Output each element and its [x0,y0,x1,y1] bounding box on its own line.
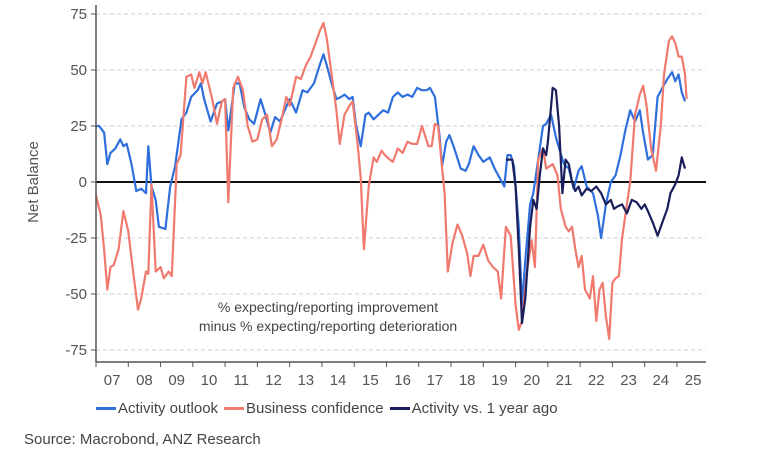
legend-label: Activity outlook [118,400,219,417]
y-tick-label: -25 [65,230,87,247]
x-tick-label: 25 [685,372,702,389]
source-note: Source: Macrobond, ANZ Research [24,431,261,448]
legend-item-activity-outlook: Activity outlook [96,400,218,417]
legend-label: Business confidence [246,400,384,417]
legend-swatch [96,407,116,410]
axes [95,5,706,363]
x-tick-label: 09 [168,372,185,389]
y-tick-label: 0 [79,174,87,191]
y-tick-label: -50 [65,286,87,303]
x-tick-label: 21 [556,372,573,389]
series-line-activity-vs-1-year-ago [505,86,687,325]
x-tick-label: 16 [394,372,411,389]
legend-item-activity-vs-year-ago: Activity vs. 1 year ago [389,400,558,417]
annotation-line-1: % expecting/reporting improvement [218,299,438,315]
legend: Activity outlook Business confidence Act… [96,400,564,417]
x-tick-label: 17 [427,372,444,389]
x-tick-label: 15 [362,372,379,389]
x-tick-label: 14 [330,372,347,389]
x-tick-label: 07 [104,372,121,389]
series-layer [94,21,688,340]
x-tick-label: 23 [620,372,637,389]
x-tick-label: 10 [201,372,218,389]
y-tick-label: -75 [65,342,87,359]
x-tick-label: 12 [265,372,282,389]
series-line-business-confidence [94,21,688,340]
legend-swatch [389,407,410,410]
y-axis-ticks: 75 50 25 0 -25 -50 -75 [65,6,96,359]
legend-label: Activity vs. 1 year ago [411,400,558,417]
y-tick-label: 25 [70,118,87,135]
annotation-line-2: minus % expecting/reporting deterioratio… [199,318,457,334]
x-tick-label: 20 [523,372,540,389]
legend-item-business-confidence: Business confidence [224,400,384,417]
gridlines [96,13,706,351]
x-tick-label: 24 [652,372,669,389]
y-axis-title: Net Balance [25,141,42,223]
x-tick-label: 19 [491,372,508,389]
legend-swatch [224,407,245,410]
x-tick-label: 22 [588,372,605,389]
y-tick-label: 75 [70,6,87,23]
x-tick-label: 13 [297,372,314,389]
y-tick-label: 50 [70,62,87,79]
x-axis-ticks: 07 08 09 10 11 12 13 14 15 16 17 18 19 20 21 22 23 24 25 [95,362,702,389]
x-tick-label: 11 [233,372,249,389]
x-tick-label: 18 [459,372,476,389]
series-line-activity-outlook [96,53,687,307]
x-tick-label: 08 [136,372,153,389]
line-chart: 75 50 25 0 -25 -50 -75 07 08 09 10 11 12 13 14 15 16 17 1… [25,5,706,389]
